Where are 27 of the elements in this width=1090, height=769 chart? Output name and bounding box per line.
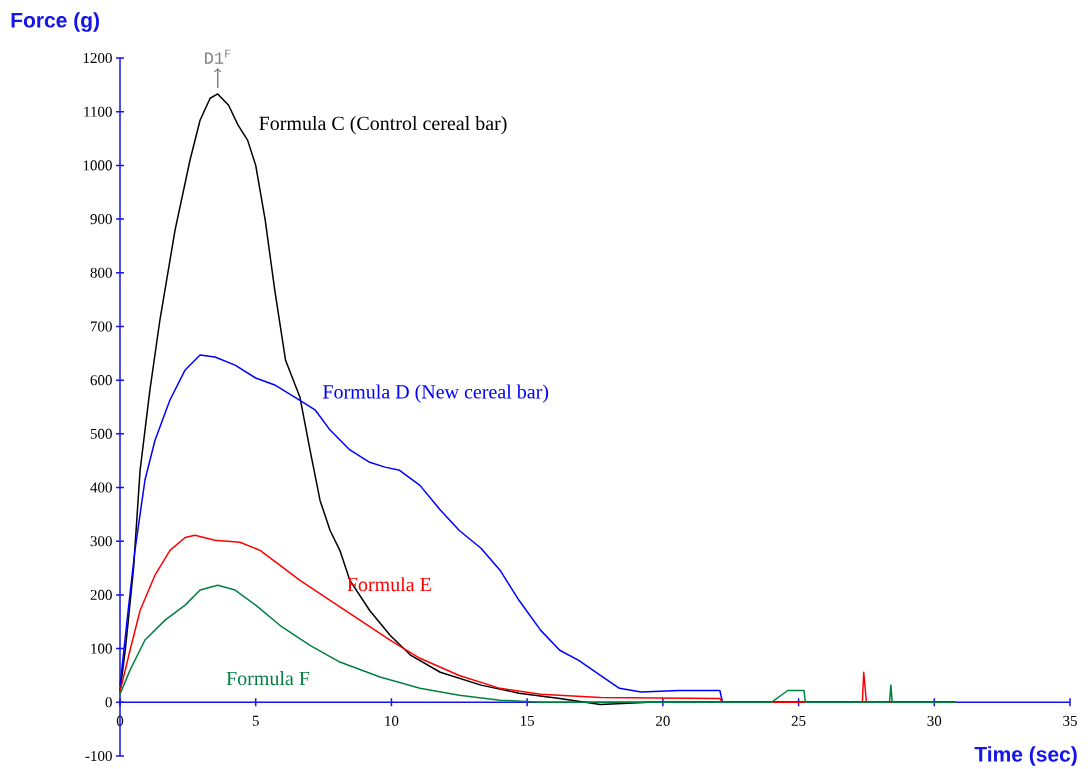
x-tick-label: 10 <box>385 715 399 726</box>
y-tick-label: 1000 <box>83 160 112 171</box>
y-tick-label: 200 <box>90 589 112 600</box>
y-tick-label: 300 <box>90 536 112 547</box>
x-tick-label: 15 <box>520 715 535 726</box>
y-tick-label: 700 <box>90 321 112 332</box>
x-tick-label: 25 <box>791 715 806 726</box>
y-tick-label: 600 <box>90 375 112 386</box>
y-tick-label: 500 <box>90 428 112 439</box>
y-tick-label: 1100 <box>84 106 112 117</box>
x-tick-label: 20 <box>656 715 670 726</box>
x-axis-title: Time (sec) <box>974 746 1077 766</box>
series-label: Formula D (New cereal bar) <box>323 384 549 403</box>
y-tick-label: 900 <box>90 214 112 225</box>
y-tick-label: 800 <box>90 267 112 278</box>
x-tick-label: 35 <box>1063 715 1077 726</box>
x-tick-label: 5 <box>252 715 259 726</box>
x-tick-label: 30 <box>927 715 942 726</box>
y-tick-label: 0 <box>105 697 112 708</box>
y-tick-label: -100 <box>85 750 112 762</box>
series-label: Formula C (Control cereal bar) <box>259 116 507 135</box>
y-axis-title: Force (g) <box>11 12 99 32</box>
series-label: Formula F <box>226 671 310 686</box>
y-tick-label: 1200 <box>83 52 112 64</box>
y-tick-label: 100 <box>91 643 112 654</box>
annotation: D1$^{F}$ <box>205 49 231 64</box>
y-tick-label: 400 <box>90 482 112 493</box>
